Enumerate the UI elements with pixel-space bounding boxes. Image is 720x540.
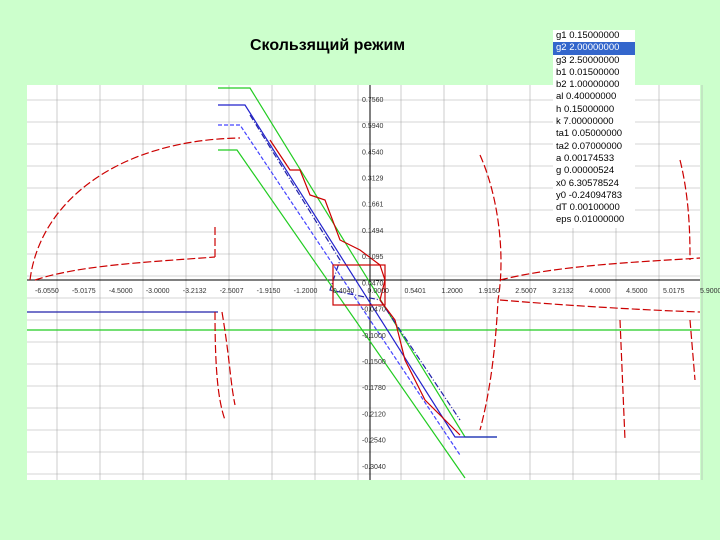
parameter-name: g2: [556, 42, 567, 54]
parameter-name: dT: [556, 202, 567, 214]
x-tick-label: 5.0175: [663, 288, 685, 295]
parameter-value: 0.07000000: [571, 140, 623, 152]
parameter-row[interactable]: x0 6.30578524: [553, 178, 635, 190]
parameter-row[interactable]: b2 1.00000000: [553, 79, 635, 91]
parameter-name: b2: [556, 79, 567, 91]
y-tick-label: -0.3040: [362, 464, 386, 471]
y-tick-label: -0.1780: [362, 385, 386, 392]
parameter-value: 0.00000524: [563, 165, 615, 177]
y-tick-label: 0.1661: [362, 202, 384, 209]
parameter-value: 7.00000000: [563, 116, 614, 128]
parameter-value: 0.00100000: [569, 202, 620, 214]
y-tick-label: -0.2120: [362, 411, 386, 418]
red-curve: [499, 159, 701, 441]
parameter-row[interactable]: b1 0.01500000: [553, 67, 635, 79]
parameter-name: k: [556, 116, 561, 128]
parameter-row[interactable]: g 0.00000524: [553, 165, 635, 177]
x-tick-label: -5.0175: [72, 288, 96, 295]
y-tick-label: 0.7560: [362, 97, 384, 104]
parameter-row[interactable]: h 0.15000000: [553, 104, 635, 116]
parameter-row[interactable]: al 0.40000000: [553, 91, 635, 103]
parameter-row[interactable]: g3 2.50000000: [553, 55, 635, 67]
x-tick-label: 1.9150: [478, 288, 500, 295]
parameter-name: g3: [556, 54, 567, 66]
parameter-name: ta1: [556, 128, 570, 140]
parameter-row[interactable]: ta2 0.07000000: [553, 141, 635, 153]
parameter-value: 2.00000000: [569, 42, 620, 54]
red-curve: [29, 137, 241, 281]
red-step: [269, 139, 461, 436]
x-tick-label: -0.4040: [331, 288, 355, 295]
curves: [27, 87, 701, 479]
x-tick-label: 3.2132: [552, 288, 574, 295]
y-tick-label: -0.1500: [362, 359, 386, 366]
x-tick-label: 0.5401: [404, 288, 426, 295]
green-line: [218, 149, 466, 479]
parameter-name: x0: [556, 177, 567, 189]
red-box: [332, 264, 386, 306]
parameter-name: b1: [556, 66, 567, 78]
x-tick-label: 5.9000: [700, 288, 720, 295]
parameter-value: 1.00000000: [569, 79, 620, 91]
y-tick-label: -0.0470: [362, 307, 386, 314]
blue-line: [218, 104, 497, 438]
parameter-name: a: [556, 152, 562, 164]
y-tick-label: 0.1095: [362, 254, 384, 261]
parameter-row[interactable]: k 7.00000000: [553, 116, 635, 128]
y-tick-label: -0.1000: [362, 333, 386, 340]
parameter-list: g1 0.15000000 g2 2.00000000 g3 2.50000000 b…: [553, 30, 635, 228]
y-tick-label: 0.0470: [362, 280, 384, 287]
x-tick-label: -1.2000: [294, 288, 318, 295]
red-curve: [479, 154, 701, 431]
x-tick-label: -3.0000: [146, 288, 170, 295]
parameter-value: 0.01000000: [573, 214, 625, 226]
parameter-name: h: [556, 103, 562, 115]
parameter-row[interactable]: g2 2.00000000: [553, 42, 635, 55]
x-tick-label: 4.0000: [589, 288, 611, 295]
parameter-name: al: [556, 91, 564, 103]
x-tick-label: -3.2132: [183, 288, 207, 295]
parameter-value: 0.15000000: [569, 30, 620, 41]
y-tick-label: -0.2540: [362, 438, 386, 445]
parameter-row[interactable]: eps 0.01000000: [553, 214, 635, 226]
parameter-value: 0.15000000: [563, 103, 615, 115]
parameter-value: 0.00174533: [563, 152, 615, 164]
parameter-name: ta2: [556, 140, 570, 152]
x-tick-label: 0.0000: [368, 288, 390, 295]
x-tick-label: -1.9150: [257, 288, 281, 295]
parameter-value: -0.24094783: [568, 189, 623, 201]
parameter-value: 6.30578524: [568, 177, 619, 189]
parameter-value: 0.01500000: [569, 66, 620, 78]
x-tick-label: 2.5007: [515, 288, 537, 295]
x-tick-label: 1.2000: [441, 288, 463, 295]
slide-title: Скользящий режим: [250, 37, 406, 54]
parameter-value: 2.50000000: [569, 54, 620, 66]
x-tick-label: -6.0550: [35, 288, 59, 295]
y-tick-label: 0.4540: [362, 149, 384, 156]
red-curve: [214, 311, 236, 421]
y-tick-label: 0.5940: [362, 123, 384, 130]
y-tick-label: 0.3129: [362, 175, 384, 182]
x-tick-label: -4.5000: [109, 288, 133, 295]
parameter-name: y0: [556, 189, 567, 201]
parameter-row[interactable]: g1 0.15000000: [553, 30, 635, 42]
y-tick-label: 0.1494: [362, 228, 384, 235]
blue-line: [249, 114, 461, 421]
parameter-row[interactable]: a 0.00174533: [553, 153, 635, 165]
parameter-name: g: [556, 165, 562, 177]
parameter-name: eps: [556, 214, 572, 226]
x-tick-label: 4.5000: [626, 288, 648, 295]
parameter-row[interactable]: y0 -0.24094783: [553, 190, 635, 202]
x-tick-label: -2.5007: [220, 288, 244, 295]
blue-line: [218, 124, 461, 456]
parameter-row[interactable]: dT 0.00100000: [553, 202, 635, 214]
parameter-value: 0.40000000: [566, 91, 617, 103]
parameter-row[interactable]: ta1 0.05000000: [553, 128, 635, 140]
parameter-value: 0.05000000: [571, 128, 623, 140]
parameter-name: g1: [556, 30, 567, 41]
